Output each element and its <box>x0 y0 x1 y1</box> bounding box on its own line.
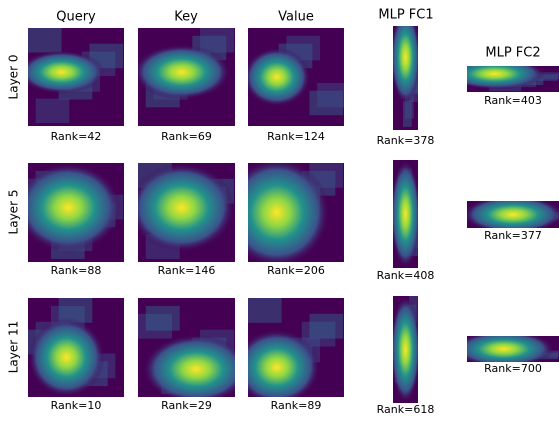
heatmap <box>28 28 124 126</box>
rank-label: Rank=408 <box>377 269 435 282</box>
heatmap-block <box>145 305 180 331</box>
heatmap <box>28 298 124 397</box>
rank-label: Rank=403 <box>484 94 542 107</box>
heatmap <box>467 66 559 92</box>
heatmap <box>467 201 559 228</box>
row-label: Layer 0 <box>7 55 21 100</box>
rank-label: Rank=618 <box>377 403 435 416</box>
heatmap-blob <box>393 160 418 268</box>
heatmap-blob <box>142 334 235 397</box>
heatmap-blob <box>467 201 559 228</box>
column-title: Key <box>174 10 198 25</box>
column-title: MLP FC1 <box>378 8 433 23</box>
rank-label: Rank=88 <box>51 264 102 277</box>
heatmap-blob <box>248 163 330 262</box>
heatmap <box>138 28 235 126</box>
heatmap-block <box>248 298 282 323</box>
heatmap-blob <box>467 66 546 90</box>
heatmap-blob <box>393 26 418 104</box>
heatmap-block <box>533 72 559 79</box>
heatmap-block <box>138 313 172 339</box>
heatmap <box>248 28 344 126</box>
rank-label: Rank=89 <box>271 399 322 412</box>
rank-label: Rank=42 <box>51 130 102 143</box>
heatmap-blob <box>138 163 235 253</box>
heatmap-block <box>28 28 62 53</box>
heatmap-blob <box>138 44 231 100</box>
heatmap <box>248 298 344 397</box>
row-label: Layer 11 <box>7 321 21 374</box>
heatmap-block <box>405 92 414 119</box>
heatmap <box>393 26 418 130</box>
heatmap <box>138 163 235 262</box>
rank-label: Rank=10 <box>51 399 102 412</box>
heatmap <box>28 163 124 262</box>
heatmap <box>393 160 418 268</box>
heatmap-block <box>403 100 412 127</box>
heatmap-blob <box>248 329 320 397</box>
rank-label: Rank=146 <box>158 264 216 277</box>
heatmap-block <box>309 313 344 339</box>
heatmap-blob <box>467 336 555 362</box>
heatmap-blob <box>28 317 105 397</box>
heatmap-blob <box>393 296 418 403</box>
heatmap-blob <box>248 47 311 107</box>
heatmap-blob <box>28 50 105 94</box>
rank-label: Rank=124 <box>267 130 325 143</box>
heatmap <box>467 336 559 362</box>
rank-label: Rank=69 <box>161 130 212 143</box>
heatmap <box>393 296 418 403</box>
rank-label: Rank=206 <box>267 264 325 277</box>
column-title: Query <box>56 10 96 25</box>
rank-label: Rank=377 <box>484 229 542 242</box>
row-label: Layer 5 <box>7 190 21 235</box>
column-title: MLP FC2 <box>485 46 540 61</box>
heatmap-blob <box>28 163 122 253</box>
heatmap-block <box>317 82 344 108</box>
column-title: Value <box>278 10 314 25</box>
heatmap <box>248 163 344 262</box>
heatmap-block <box>309 90 344 116</box>
rank-label: Rank=700 <box>484 362 542 375</box>
heatmap-block <box>35 98 70 124</box>
rank-label: Rank=29 <box>161 399 212 412</box>
rank-label: Rank=378 <box>377 134 435 147</box>
heatmap <box>138 298 235 397</box>
